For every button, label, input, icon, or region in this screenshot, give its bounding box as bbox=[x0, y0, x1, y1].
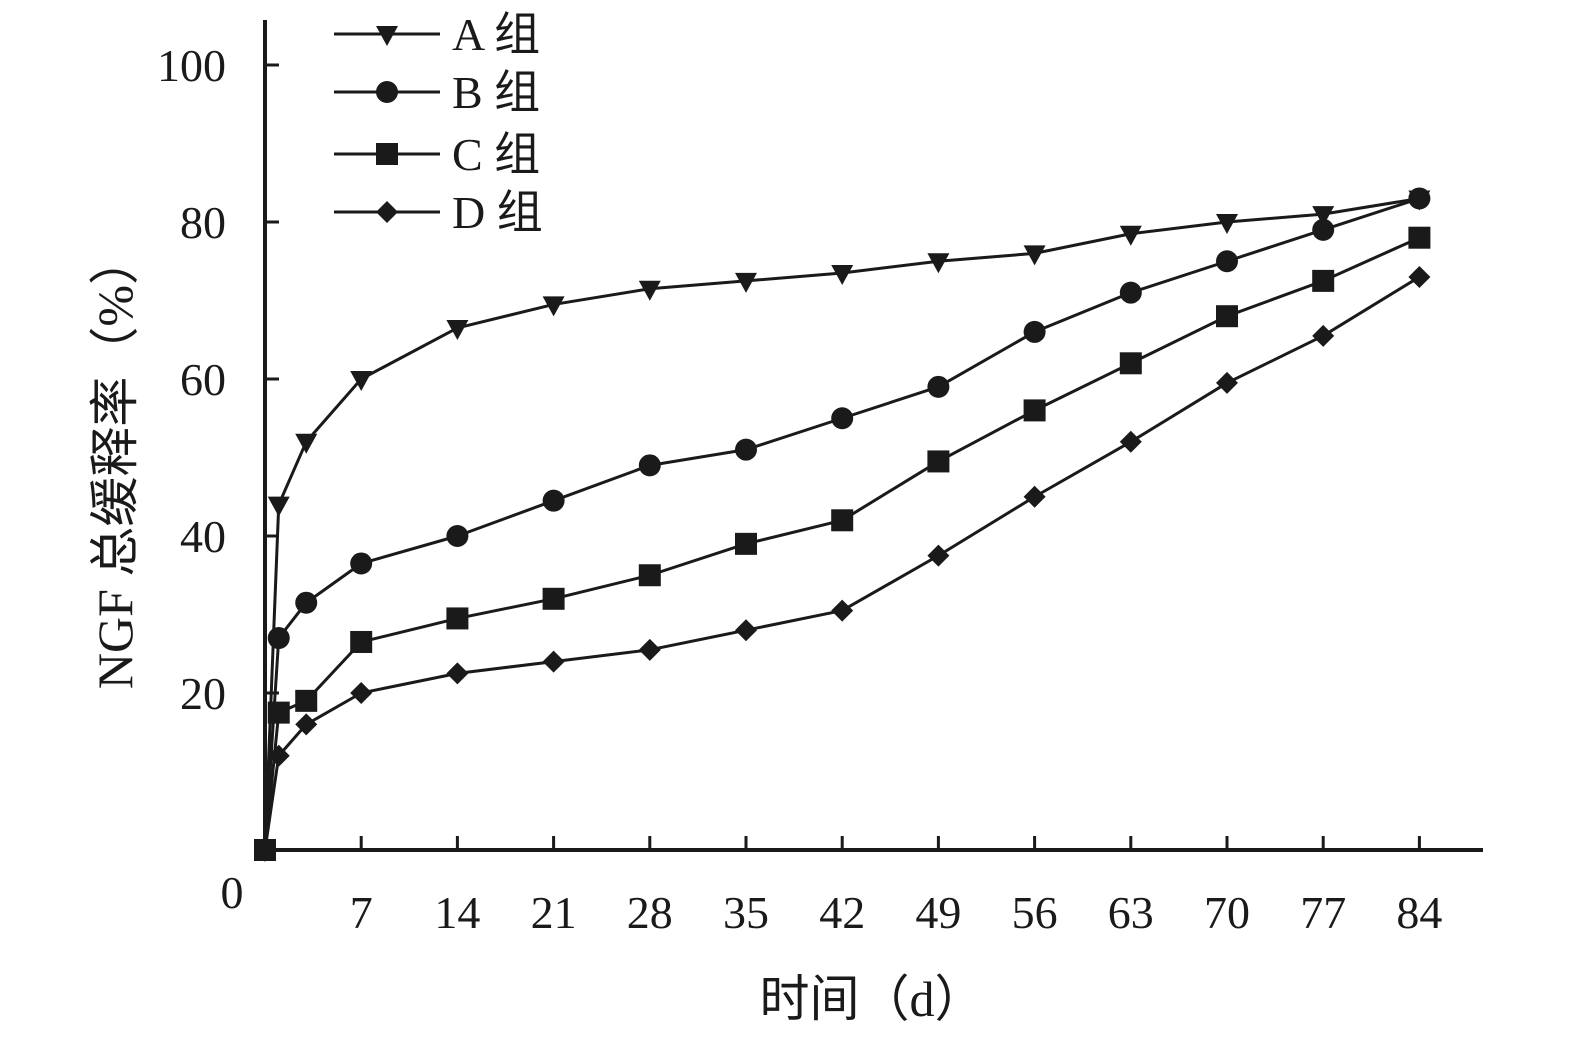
x-tick-label: 42 bbox=[819, 887, 865, 938]
legend: A 组 B 组 C 组 D 组 bbox=[334, 9, 543, 238]
data-point bbox=[350, 682, 373, 704]
data-point bbox=[1023, 485, 1046, 508]
legend-label: B 组 bbox=[452, 67, 540, 118]
series-line bbox=[263, 236, 1421, 851]
data-point bbox=[638, 564, 661, 587]
series-line bbox=[263, 275, 1421, 851]
x-tick-label: 84 bbox=[1396, 887, 1442, 938]
data-point bbox=[350, 552, 373, 575]
y-tick-label: 60 bbox=[180, 354, 226, 405]
data-point bbox=[1023, 245, 1046, 266]
data-point bbox=[1216, 250, 1238, 273]
data-point bbox=[1023, 399, 1046, 422]
data-point bbox=[735, 438, 757, 461]
data-point bbox=[267, 627, 290, 650]
data-point bbox=[446, 662, 469, 685]
data-point bbox=[638, 454, 661, 477]
x-tick-label: 7 bbox=[350, 887, 373, 938]
data-point bbox=[1119, 281, 1142, 304]
legend-item: B 组 bbox=[334, 67, 540, 118]
data-point bbox=[735, 619, 757, 642]
legend-label: A 组 bbox=[452, 9, 540, 60]
y-tick-label: 20 bbox=[180, 668, 226, 719]
data-point bbox=[542, 587, 565, 610]
x-tick-label: 35 bbox=[723, 887, 769, 938]
data-point bbox=[638, 280, 661, 301]
data-point bbox=[927, 375, 950, 398]
data-point bbox=[1216, 371, 1238, 394]
data-point bbox=[295, 591, 318, 614]
legend-label: C 组 bbox=[452, 129, 540, 180]
legend-marker bbox=[376, 143, 398, 165]
data-point bbox=[1312, 269, 1335, 292]
data-point bbox=[927, 544, 950, 567]
data-point bbox=[831, 509, 854, 532]
data-point bbox=[267, 496, 290, 517]
x-tick-label: 70 bbox=[1204, 887, 1250, 938]
data-point bbox=[927, 450, 950, 473]
data-point bbox=[1312, 324, 1335, 347]
data-point bbox=[735, 532, 757, 555]
data-point bbox=[1312, 218, 1335, 241]
x-tick-label: 28 bbox=[627, 887, 673, 938]
data-point bbox=[1119, 352, 1142, 375]
data-point bbox=[927, 253, 950, 274]
x-tick-label: 14 bbox=[434, 887, 480, 938]
data-point bbox=[446, 607, 469, 630]
data-point bbox=[295, 713, 318, 736]
y-axis-title: NGF 总缓释率（%） bbox=[87, 235, 143, 689]
data-point bbox=[1216, 214, 1238, 234]
y-axis-ticks: 20 40 60 80 100 bbox=[157, 40, 279, 719]
series-d bbox=[254, 265, 1431, 861]
data-point bbox=[735, 272, 757, 293]
data-point bbox=[1408, 226, 1431, 249]
data-point bbox=[295, 689, 318, 712]
data-point bbox=[1119, 430, 1142, 453]
data-point bbox=[350, 371, 373, 391]
legend-item: C 组 bbox=[334, 129, 540, 180]
data-point bbox=[542, 650, 565, 673]
x-tick-label: 56 bbox=[1012, 887, 1058, 938]
x-tick-label: 21 bbox=[531, 887, 577, 938]
x-tick-label: 49 bbox=[915, 887, 961, 938]
series-c bbox=[254, 226, 1431, 861]
data-point bbox=[831, 599, 854, 622]
series-layer bbox=[254, 187, 1431, 862]
legend-label: D 组 bbox=[452, 187, 543, 238]
series-a bbox=[254, 190, 1431, 862]
data-point bbox=[638, 638, 661, 661]
legend-item: A 组 bbox=[334, 9, 540, 60]
data-point bbox=[542, 489, 565, 512]
data-point bbox=[1216, 305, 1238, 328]
data-point bbox=[1408, 265, 1431, 288]
data-point bbox=[350, 630, 373, 653]
y-tick-label: 80 bbox=[180, 197, 226, 248]
data-point bbox=[1023, 320, 1046, 343]
x-axis-ticks: 7 14 21 28 35 42 49 56 63 70 77 84 bbox=[350, 836, 1442, 938]
data-point bbox=[831, 265, 854, 286]
data-point bbox=[267, 744, 290, 767]
data-point bbox=[446, 319, 469, 340]
x-tick-label: 63 bbox=[1108, 887, 1154, 938]
y-tick-label: 40 bbox=[180, 511, 226, 562]
data-point bbox=[1408, 187, 1431, 210]
legend-marker bbox=[376, 81, 398, 103]
data-point bbox=[542, 296, 565, 317]
data-point bbox=[1119, 225, 1142, 246]
data-point bbox=[1312, 206, 1335, 227]
origin-label: 0 bbox=[221, 867, 244, 918]
data-point bbox=[267, 701, 290, 724]
x-tick-label: 77 bbox=[1300, 887, 1346, 938]
y-tick-label: 100 bbox=[157, 40, 226, 91]
data-point bbox=[831, 407, 854, 430]
data-point bbox=[446, 525, 469, 547]
legend-item: D 组 bbox=[334, 187, 543, 238]
x-axis-title: 时间（d） bbox=[760, 971, 985, 1027]
legend-marker bbox=[376, 201, 398, 223]
legend-marker bbox=[376, 26, 398, 46]
data-point bbox=[295, 433, 318, 454]
